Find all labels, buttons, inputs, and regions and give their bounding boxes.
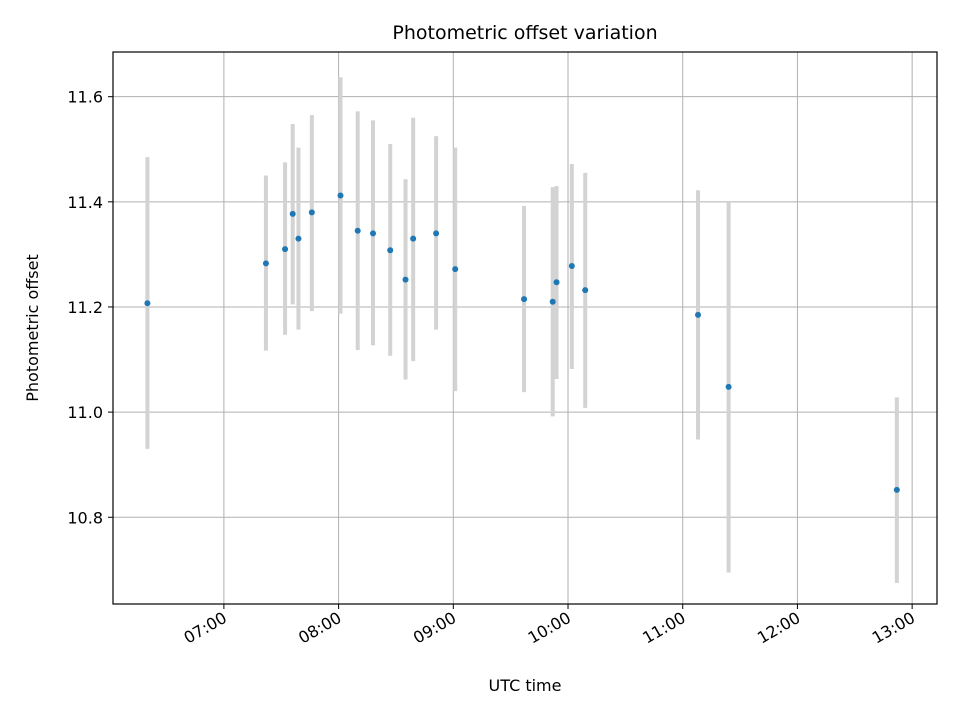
data-points: [144, 192, 900, 493]
plot-frame: [112, 51, 938, 605]
data-point: [521, 296, 528, 303]
data-point: [695, 311, 702, 318]
data-point: [289, 210, 296, 217]
chart-title: Photometric offset variation: [392, 22, 657, 44]
data-point: [295, 235, 302, 242]
y-tick-label: 11.6: [67, 88, 103, 107]
data-point: [433, 230, 440, 237]
data-point: [354, 227, 361, 234]
data-point: [553, 279, 560, 286]
data-point: [402, 276, 409, 283]
data-point: [262, 260, 269, 267]
data-point: [370, 230, 377, 237]
data-point: [144, 300, 151, 307]
x-axis-label: UTC time: [489, 676, 562, 695]
data-point: [893, 486, 900, 493]
data-point: [549, 298, 556, 305]
y-tick-label: 11.4: [67, 193, 103, 212]
data-point: [582, 287, 589, 294]
data-point: [308, 209, 315, 216]
data-point: [410, 235, 417, 242]
data-point: [568, 262, 575, 269]
data-point: [282, 246, 289, 253]
data-point: [387, 247, 394, 254]
data-point: [725, 383, 732, 390]
y-tick-label: 11.0: [67, 403, 103, 422]
y-axis-label: Photometric offset: [23, 254, 42, 402]
data-point: [452, 266, 459, 273]
data-point: [337, 192, 344, 199]
y-tick-label: 10.8: [67, 508, 103, 527]
y-tick-label: 11.2: [67, 298, 103, 317]
